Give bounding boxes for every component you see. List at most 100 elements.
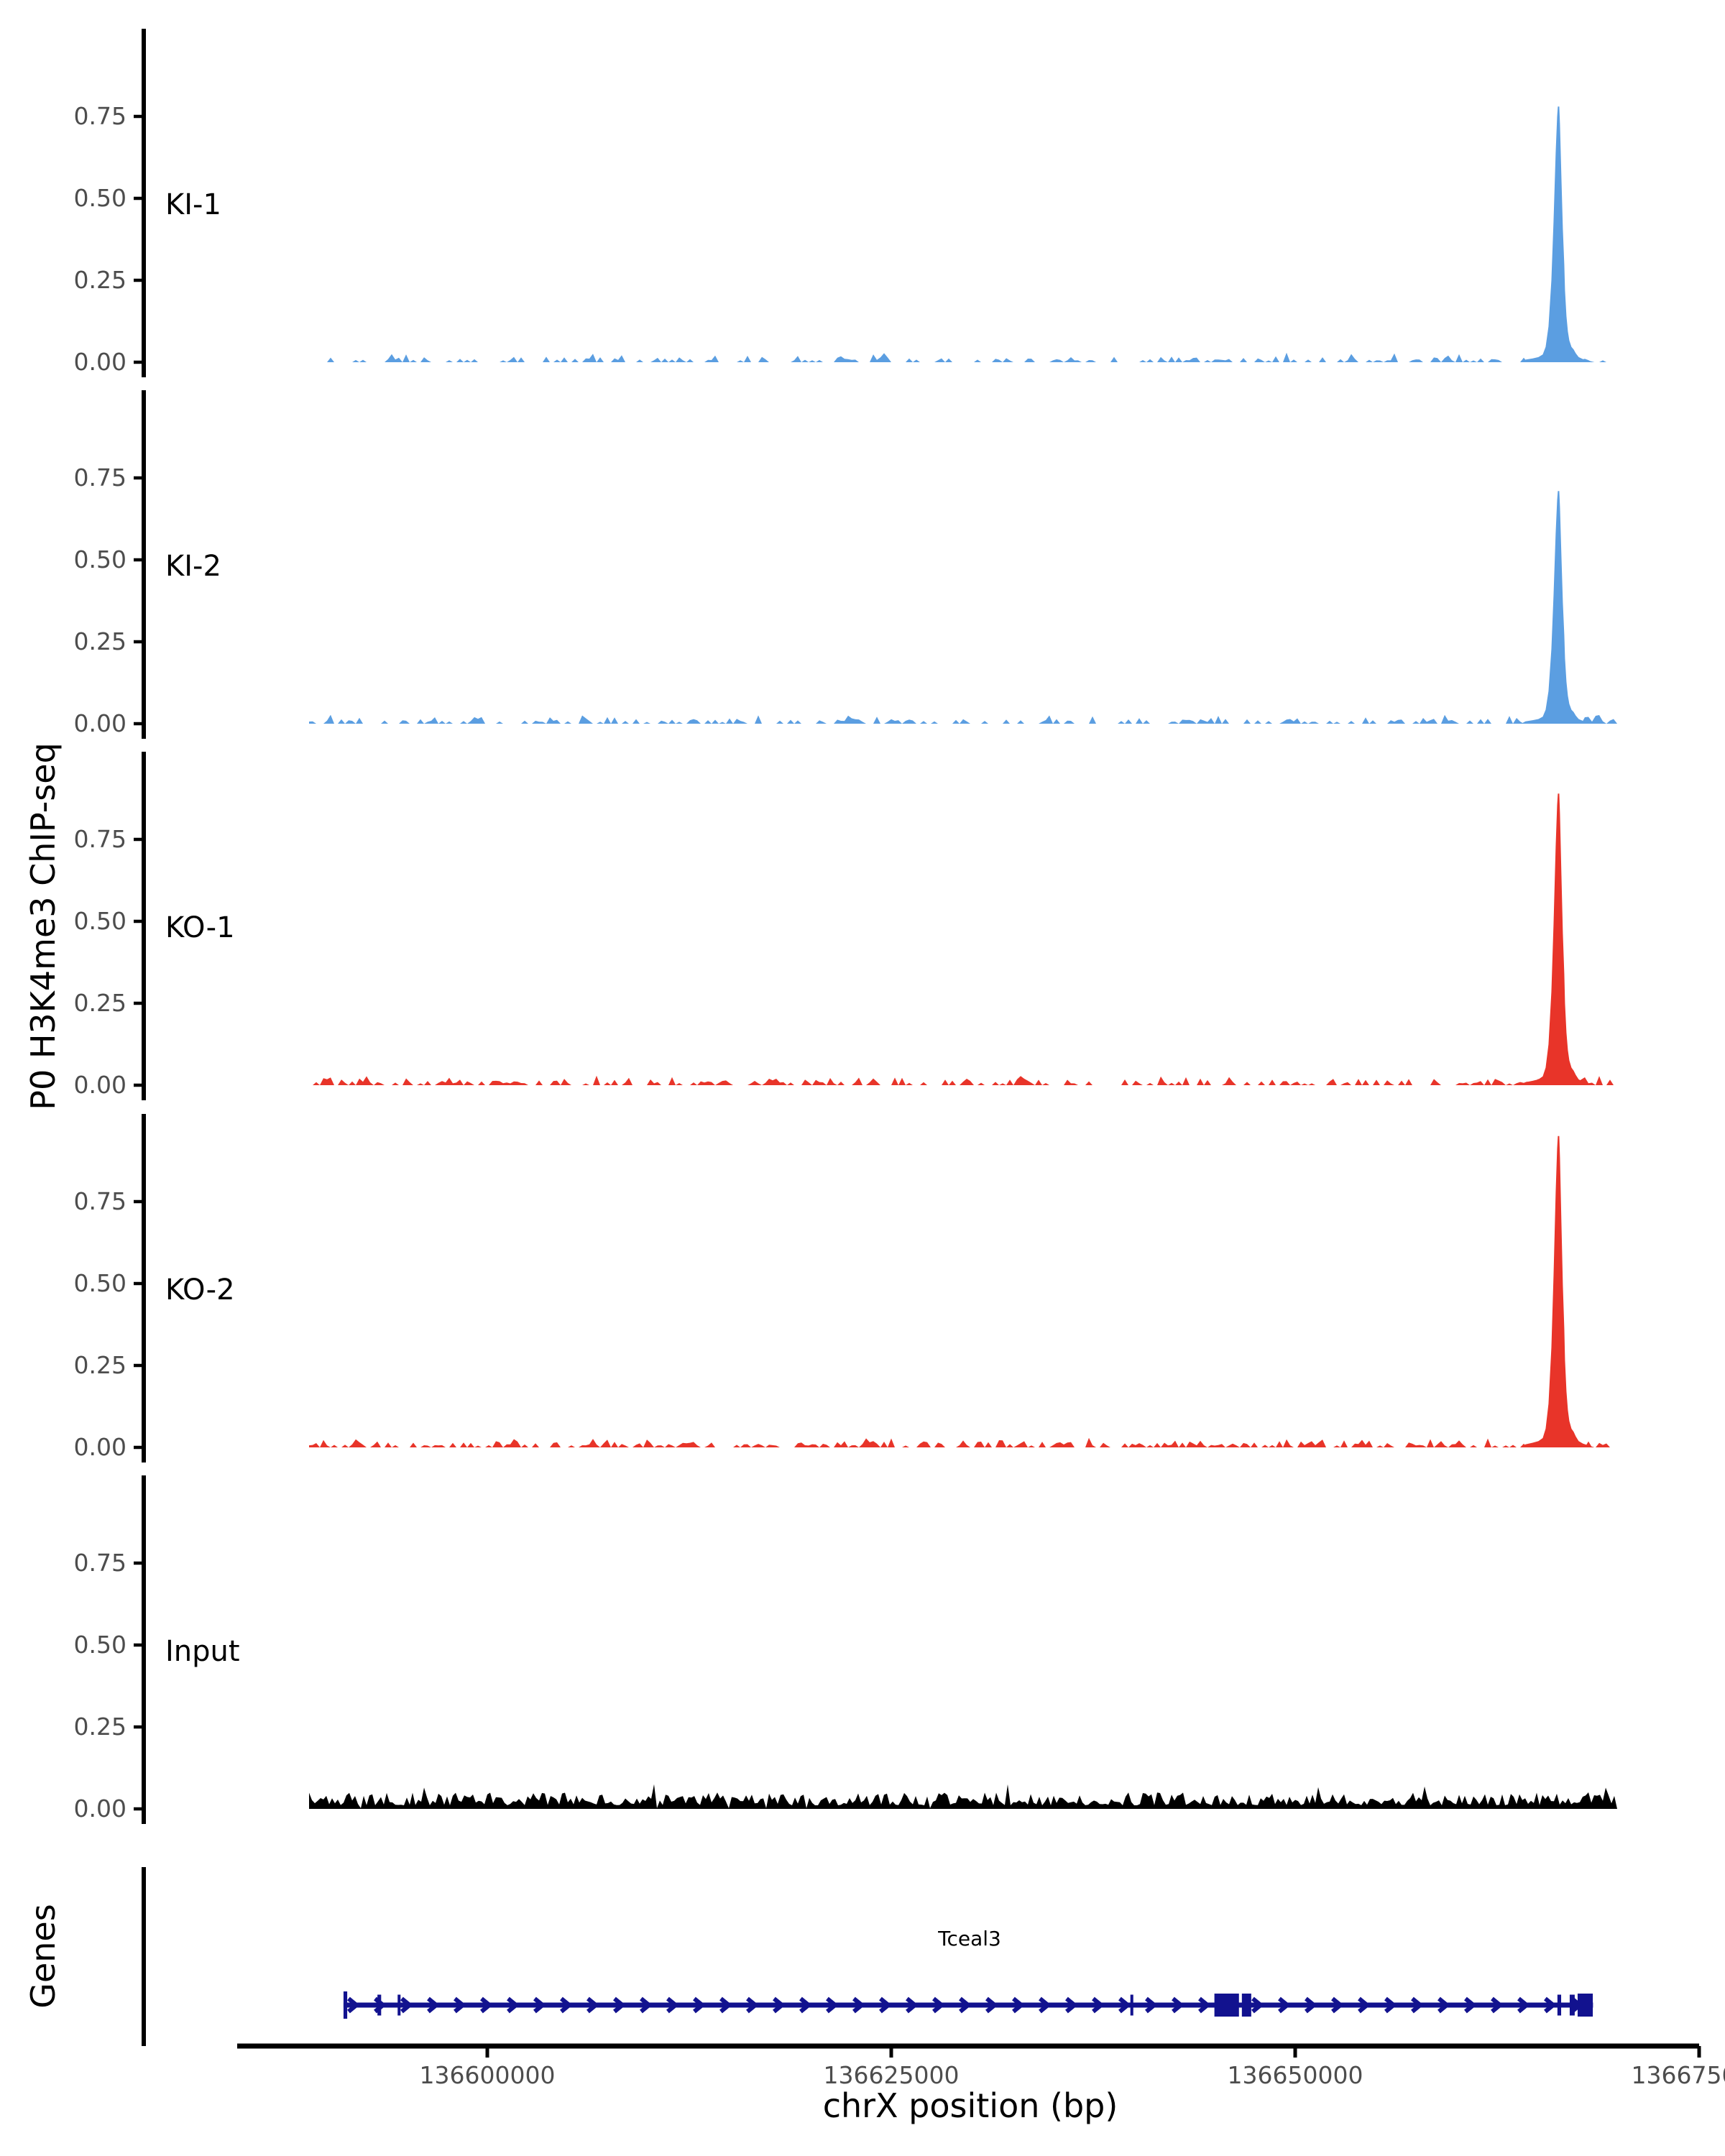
strand-arrow-icon <box>613 1996 626 2014</box>
panel-KI-2: 0.00 0.25 0.50 0.75 KI-2 <box>74 390 1619 739</box>
strand-arrow-icon <box>1331 1996 1344 2014</box>
strand-arrow-icon <box>1384 1996 1397 2014</box>
strand-arrow-icon <box>693 1996 706 2014</box>
peak-KI-2 <box>1521 491 1596 724</box>
strand-arrow-icon <box>799 1996 812 2014</box>
x-tick-label: 136625000 <box>824 2061 960 2089</box>
strand-arrow-icon <box>427 1996 440 2014</box>
y-tick-label: 0.25 <box>74 627 126 655</box>
strand-arrow-icon <box>586 1996 599 2014</box>
track-label-KO-1: KO-1 <box>165 911 235 944</box>
strand-arrow-icon <box>480 1996 493 2014</box>
y-tick-label: 0.75 <box>74 825 126 853</box>
strand-arrow-icon <box>879 1996 892 2014</box>
y-tick-label: 0.25 <box>74 266 126 294</box>
strand-arrow-icon <box>533 1996 546 2014</box>
panel-KI-1: 0.00 0.25 0.50 0.75 KI-1 <box>74 29 1619 377</box>
signal-noise-KI-2 <box>309 714 1619 724</box>
strand-arrow-icon <box>347 1996 360 2014</box>
track-label-KO-2: KO-2 <box>165 1273 235 1307</box>
strand-arrow-icon <box>1172 1996 1184 2014</box>
strand-arrow-icon <box>1251 1996 1264 2014</box>
peak-KO-1 <box>1521 793 1596 1085</box>
strand-arrow-icon <box>666 1996 679 2014</box>
y-tick-label: 0.00 <box>74 1433 126 1461</box>
y-tick-label: 0.50 <box>74 1631 126 1659</box>
x-tick-label: 136650000 <box>1228 2061 1363 2089</box>
x-tick-label: 136600000 <box>420 2061 556 2089</box>
panel-Input: 0.00 0.25 0.50 0.75 Input <box>74 1475 1619 1824</box>
gene-exon-start-bar <box>343 1991 348 2019</box>
strand-arrow-icon <box>932 1996 945 2014</box>
y-tick-label: 0.25 <box>74 1713 126 1741</box>
y-axis-title: P0 H3K4me3 ChIP-seq <box>24 742 63 1110</box>
gene-exon-bar <box>397 1994 401 2016</box>
y-tick-label: 0.50 <box>74 545 126 573</box>
gene-exon-box <box>1241 1994 1251 2017</box>
strand-arrow-icon <box>1517 1996 1530 2014</box>
gene-exon-bar <box>1130 1994 1133 2016</box>
y-tick-label: 0.00 <box>74 1795 126 1823</box>
panel-KO-1: 0.00 0.25 0.50 0.75 KO-1 <box>74 752 1619 1100</box>
y-tick-label: 0.00 <box>74 348 126 376</box>
strand-arrow-icon <box>1039 1996 1052 2014</box>
strand-arrow-icon <box>852 1996 865 2014</box>
strand-arrow-icon <box>985 1996 998 2014</box>
y-tick-label: 0.50 <box>74 1269 126 1297</box>
strand-arrow-icon <box>560 1996 573 2014</box>
gene-exon-bar <box>377 1994 382 2016</box>
y-tick-label: 0.50 <box>74 184 126 212</box>
strand-arrow-icon <box>1438 1996 1450 2014</box>
strand-arrow-icon <box>1145 1996 1158 2014</box>
strand-arrow-icon <box>1544 1996 1557 2014</box>
gene-model-Tceal3 <box>343 1991 1593 2019</box>
signal-noise-KO-1 <box>309 1075 1619 1085</box>
y-tick-label: 0.00 <box>74 1071 126 1099</box>
y-tick-label: 0.25 <box>74 1351 126 1379</box>
genes-axis-title: Genes <box>24 1904 63 2008</box>
strand-arrow-icon <box>906 1996 919 2014</box>
x-axis-title: chrX position (bp) <box>823 2086 1118 2125</box>
gene-exon-box <box>1577 1994 1593 2017</box>
y-tick-label: 0.00 <box>74 709 126 737</box>
strand-arrow-icon <box>640 1996 653 2014</box>
strand-arrow-icon <box>826 1996 839 2014</box>
x-tick-label: 136675000 <box>1632 2061 1725 2089</box>
strand-arrow-icon <box>1118 1996 1131 2014</box>
peak-KI-1 <box>1521 106 1596 363</box>
strand-arrow-icon <box>1305 1996 1317 2014</box>
track-label-KI-2: KI-2 <box>165 550 221 583</box>
strand-arrow-icon <box>1092 1996 1105 2014</box>
strand-arrow-icon <box>1065 1996 1078 2014</box>
track-label-KI-1: KI-1 <box>165 188 221 221</box>
y-tick-label: 0.75 <box>74 1549 126 1577</box>
gene-exon-bar <box>1569 1994 1575 2016</box>
strand-arrow-icon <box>1012 1996 1025 2014</box>
gene-exon-bar <box>1557 1994 1562 2016</box>
y-tick-label: 0.75 <box>74 464 126 492</box>
signal-noise-KO-2 <box>309 1437 1619 1447</box>
panel-KO-2: 0.00 0.25 0.50 0.75 KO-2 <box>74 1114 1619 1462</box>
strand-arrow-icon <box>959 1996 972 2014</box>
peak-KO-2 <box>1521 1135 1596 1447</box>
signal-noise-Input <box>309 1784 1619 1809</box>
genes-panel-group <box>142 1867 1593 2046</box>
track-label-Input: Input <box>165 1635 240 1668</box>
y-tick-label: 0.75 <box>74 1187 126 1215</box>
signal-panels-group: 0.00 0.25 0.50 0.75 KI-1 0.00 0.25 0.50 0.75 KI-2… <box>74 29 1619 1824</box>
gene-exon-box <box>1214 1994 1239 2017</box>
y-tick-label: 0.75 <box>74 102 126 130</box>
strand-arrow-icon <box>1358 1996 1371 2014</box>
strand-arrow-icon <box>1198 1996 1211 2014</box>
strand-arrow-icon <box>400 1996 413 2014</box>
y-tick-label: 0.50 <box>74 907 126 935</box>
y-tick-label: 0.25 <box>74 989 126 1017</box>
x-axis-group: 136600000 136625000 136650000 136675000 <box>237 2043 1725 2089</box>
gene-name-label: Tceal3 <box>937 1927 1001 1950</box>
strand-arrow-icon <box>1464 1996 1477 2014</box>
strand-arrow-icon <box>1411 1996 1424 2014</box>
strand-arrow-icon <box>1278 1996 1291 2014</box>
strand-arrow-icon <box>719 1996 732 2014</box>
